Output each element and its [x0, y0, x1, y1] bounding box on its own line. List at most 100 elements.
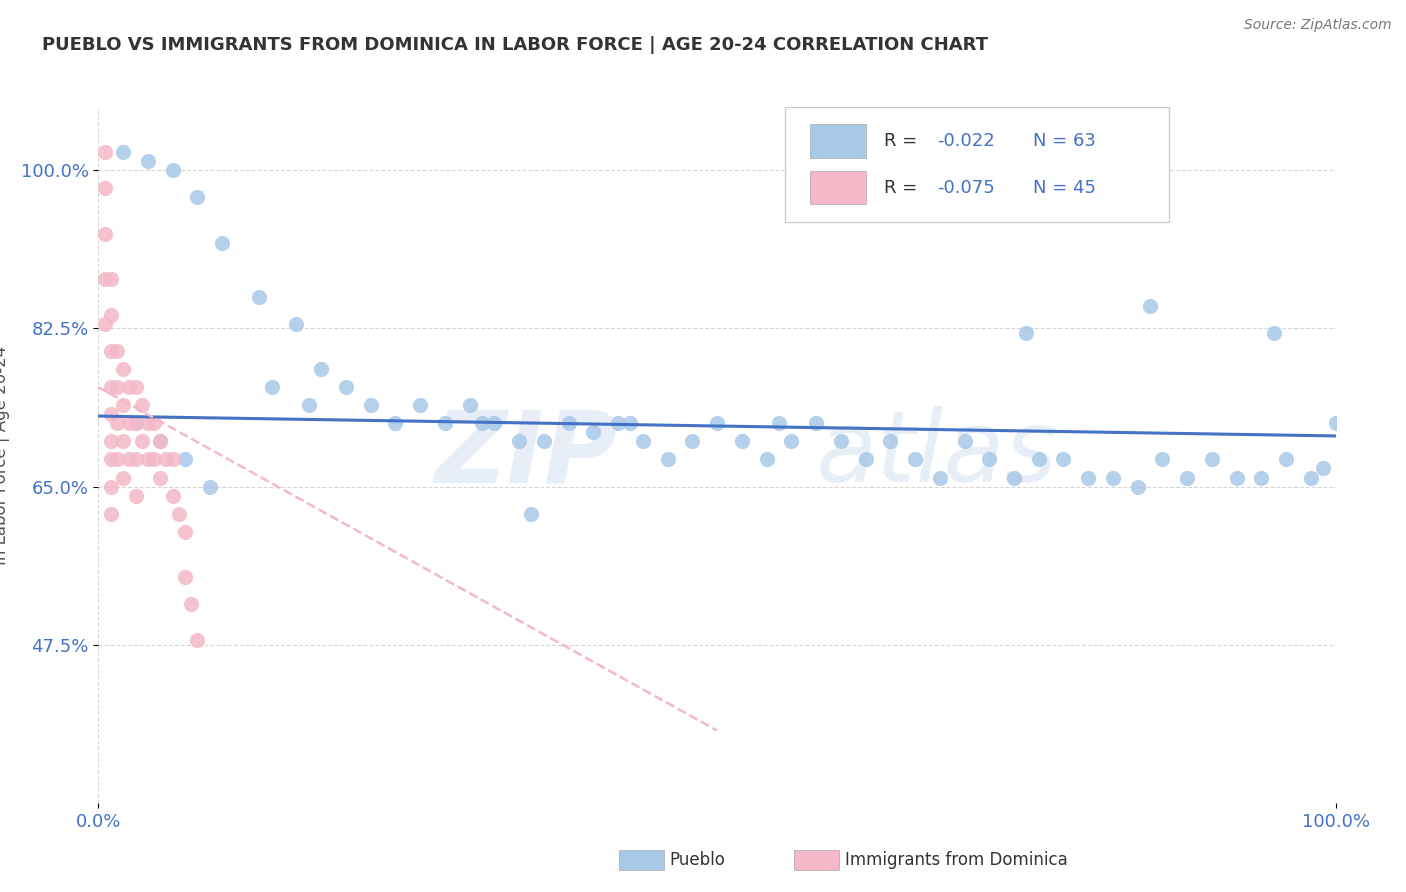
Point: [731, 434, 754, 449]
Point: [755, 452, 778, 467]
Y-axis label: In Labor Force | Age 20-24: In Labor Force | Age 20-24: [0, 345, 10, 565]
Point: [118, 452, 141, 467]
Point: [1139, 299, 1161, 313]
Point: [186, 633, 208, 648]
Point: [211, 235, 233, 250]
Point: [124, 417, 146, 431]
Point: [131, 398, 153, 412]
Point: [149, 470, 172, 484]
Point: [247, 290, 270, 304]
Point: [112, 434, 135, 449]
Point: [804, 417, 827, 431]
Point: [112, 398, 135, 412]
Point: [149, 434, 172, 449]
Point: [162, 452, 184, 467]
Point: [657, 452, 679, 467]
Point: [335, 380, 357, 394]
Point: [124, 452, 146, 467]
Point: [124, 417, 146, 431]
Point: [118, 417, 141, 431]
Point: [409, 398, 432, 412]
Point: [533, 434, 555, 449]
Point: [904, 452, 927, 467]
Point: [768, 417, 790, 431]
Point: [100, 507, 122, 521]
Point: [557, 417, 579, 431]
Text: -0.022: -0.022: [938, 132, 995, 150]
Point: [607, 417, 630, 431]
Point: [928, 470, 950, 484]
Point: [1175, 470, 1198, 484]
Point: [1275, 452, 1298, 467]
Point: [143, 452, 166, 467]
Point: [100, 344, 122, 359]
Point: [100, 479, 122, 493]
Point: [118, 380, 141, 394]
Point: [681, 434, 703, 449]
Point: [93, 271, 115, 285]
Point: [112, 145, 135, 160]
Point: [136, 154, 159, 169]
Point: [143, 417, 166, 431]
Point: [706, 417, 728, 431]
Text: N = 45: N = 45: [1032, 178, 1095, 197]
Point: [93, 227, 115, 241]
Point: [174, 524, 197, 539]
Point: [879, 434, 901, 449]
Point: [953, 434, 976, 449]
Point: [1102, 470, 1125, 484]
Text: -0.075: -0.075: [938, 178, 995, 197]
Point: [979, 452, 1001, 467]
Point: [124, 489, 146, 503]
Point: [1015, 326, 1038, 340]
Text: Pueblo: Pueblo: [669, 851, 725, 869]
Point: [100, 271, 122, 285]
Point: [93, 317, 115, 331]
Point: [1299, 470, 1322, 484]
Text: R =: R =: [884, 178, 924, 197]
Point: [105, 417, 128, 431]
Point: [1312, 461, 1334, 475]
Point: [100, 407, 122, 421]
Point: [458, 398, 481, 412]
Point: [471, 417, 494, 431]
Point: [174, 452, 197, 467]
Point: [149, 434, 172, 449]
Point: [309, 362, 332, 376]
Point: [1152, 452, 1174, 467]
FancyBboxPatch shape: [810, 171, 866, 204]
Point: [298, 398, 321, 412]
Point: [855, 452, 877, 467]
Text: Immigrants from Dominica: Immigrants from Dominica: [845, 851, 1067, 869]
Point: [180, 597, 202, 611]
Point: [198, 479, 221, 493]
Point: [1226, 470, 1249, 484]
Text: R =: R =: [884, 132, 924, 150]
Point: [508, 434, 530, 449]
Point: [780, 434, 803, 449]
Point: [136, 452, 159, 467]
Point: [112, 470, 135, 484]
Point: [167, 507, 190, 521]
Point: [105, 344, 128, 359]
Point: [520, 507, 543, 521]
Text: Source: ZipAtlas.com: Source: ZipAtlas.com: [1244, 18, 1392, 32]
Text: atlas: atlas: [815, 407, 1057, 503]
Point: [1126, 479, 1149, 493]
Point: [1077, 470, 1099, 484]
Point: [1250, 470, 1272, 484]
Point: [433, 417, 456, 431]
Point: [1263, 326, 1285, 340]
Point: [360, 398, 382, 412]
Point: [582, 425, 605, 440]
Point: [100, 452, 122, 467]
Point: [285, 317, 308, 331]
Point: [631, 434, 654, 449]
Point: [93, 181, 115, 195]
Text: ZIP: ZIP: [434, 407, 619, 503]
Point: [100, 380, 122, 394]
Point: [100, 434, 122, 449]
Text: PUEBLO VS IMMIGRANTS FROM DOMINICA IN LABOR FORCE | AGE 20-24 CORRELATION CHART: PUEBLO VS IMMIGRANTS FROM DOMINICA IN LA…: [42, 36, 988, 54]
Point: [174, 570, 197, 584]
Point: [131, 434, 153, 449]
